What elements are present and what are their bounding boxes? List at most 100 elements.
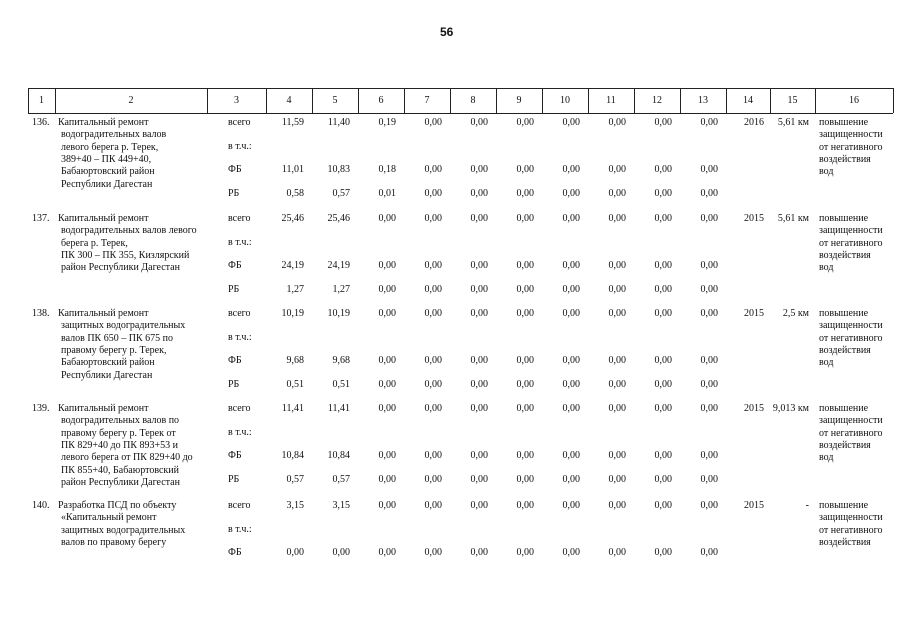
value-cell: 0,00 [562, 260, 581, 272]
value-cell: 0,00 [470, 164, 489, 176]
header-cell: 10 [560, 95, 570, 106]
value-cell: 0,00 [654, 188, 673, 200]
year: 2016 [744, 117, 764, 128]
effect-line: защищенности [819, 225, 883, 237]
length: 2,5 км [782, 308, 809, 319]
source-label: в т.ч.: [228, 331, 252, 343]
value-cell: 0,00 [470, 547, 489, 559]
value-cell: 0,00 [470, 379, 489, 391]
column-line [450, 88, 451, 113]
object-name-line: Капитальный ремонт [58, 117, 149, 128]
object-name-line: защитных водоградительных [61, 524, 186, 536]
source-label: ФБ [228, 547, 242, 559]
value-cell: 0,00 [378, 355, 397, 367]
value-cell: 0,00 [654, 164, 673, 176]
value-cell: 24,19 [327, 260, 351, 272]
value-cell: 9,68 [332, 355, 351, 367]
value-cell: 0,00 [424, 284, 443, 296]
effect-line: от негативного [819, 141, 883, 153]
source-label: РБ [228, 379, 240, 391]
value-cell: 10,84 [327, 450, 351, 462]
value-cell: 0,00 [608, 308, 627, 319]
value-cell: 0,00 [608, 284, 627, 296]
object-name-line: водоградительных валов по [61, 415, 180, 427]
length: 5,61 км [777, 213, 809, 224]
effect-line: вод [819, 357, 834, 369]
value-cell: 0,00 [654, 500, 673, 511]
column-line [266, 88, 267, 113]
value-cell: 0,00 [562, 188, 581, 200]
value-cell: 0,00 [608, 213, 627, 224]
value-cell: 0,00 [332, 547, 351, 559]
value-cell: 0,00 [654, 117, 673, 128]
effect-line: защищенности [819, 512, 883, 524]
value-cell: 0,00 [516, 260, 535, 272]
effect-line: воздействия [819, 344, 871, 356]
column-line [207, 88, 208, 113]
page-number: 56 [440, 25, 454, 39]
value-cell: 0,00 [562, 355, 581, 367]
effect-line: защищенности [819, 415, 883, 427]
value-cell: 0,00 [700, 164, 719, 176]
value-cell: 0,00 [516, 403, 535, 414]
effect-line: от негативного [819, 332, 883, 344]
length: 5,61 км [777, 117, 809, 128]
object-name-line: 389+40 – ПК 449+40, [61, 153, 152, 165]
value-cell: 0,00 [424, 403, 443, 414]
value-cell: 0,00 [608, 355, 627, 367]
value-cell: 0,00 [700, 379, 719, 391]
value-cell: 0,00 [470, 117, 489, 128]
value-cell: 0,00 [654, 474, 673, 486]
effect-line: защищенности [819, 129, 883, 141]
object-name-line: валов ПК 650 – ПК 675 по [61, 332, 173, 344]
source-label: ФБ [228, 260, 242, 272]
column-line [893, 88, 894, 113]
value-cell: 10,19 [327, 308, 351, 319]
year: 2015 [744, 500, 764, 511]
length: - [805, 500, 809, 511]
value-cell: 10,84 [281, 450, 305, 462]
value-cell: 0,00 [516, 474, 535, 486]
value-cell: 0,00 [562, 164, 581, 176]
value-cell: 0,00 [470, 284, 489, 296]
value-cell: 0,00 [516, 450, 535, 462]
column-line [542, 88, 543, 113]
object-name-line: Капитальный ремонт [58, 213, 149, 224]
value-cell: 0,00 [424, 474, 443, 486]
value-cell: 0,00 [470, 308, 489, 319]
value-cell: 0,00 [378, 284, 397, 296]
value-cell: 0,00 [424, 117, 443, 128]
header-cell: 14 [743, 95, 753, 106]
value-cell: 0,00 [378, 403, 397, 414]
column-line [726, 88, 727, 113]
value-cell: 0,00 [562, 547, 581, 559]
object-name-line: правому берегу р. Терек, [61, 344, 167, 356]
value-cell: 0,00 [562, 379, 581, 391]
source-label: в т.ч.: [228, 426, 252, 438]
value-cell: 11,40 [327, 117, 350, 128]
value-cell: 0,00 [700, 308, 719, 319]
value-cell: 0,00 [608, 450, 627, 462]
value-cell: 1,27 [286, 284, 305, 296]
header-cell: 6 [378, 95, 384, 106]
source-label: ФБ [228, 355, 242, 367]
source-label: ФБ [228, 450, 242, 462]
effect-line: воздействия [819, 439, 871, 451]
value-cell: 0,19 [378, 117, 397, 128]
value-cell: 0,00 [654, 355, 673, 367]
year: 2015 [744, 308, 764, 319]
header-cell: 1 [39, 95, 44, 106]
value-cell: 0,00 [654, 450, 673, 462]
value-cell: 0,00 [700, 355, 719, 367]
value-cell: 0,00 [700, 213, 719, 224]
effect-line: воздействия [819, 249, 871, 261]
value-cell: 0,00 [562, 474, 581, 486]
value-cell: 0,00 [608, 403, 627, 414]
value-cell: 0,00 [516, 500, 535, 511]
value-cell: 0,00 [286, 547, 305, 559]
value-cell: 0,00 [470, 213, 489, 224]
value-cell: 11,59 [281, 117, 304, 128]
source-label: в т.ч.: [228, 236, 252, 248]
value-cell: 0,00 [470, 188, 489, 200]
